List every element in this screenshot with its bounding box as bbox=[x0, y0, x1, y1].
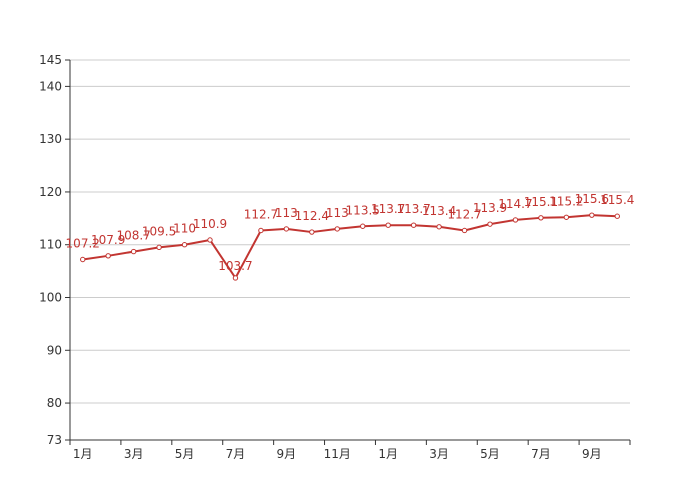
data-label: 112.7 bbox=[244, 207, 278, 221]
data-points bbox=[80, 212, 620, 281]
y-tick-label: 130 bbox=[39, 132, 62, 146]
data-label: 113.7 bbox=[371, 202, 405, 216]
data-label: 107.2 bbox=[66, 237, 100, 251]
y-tick-label: 145 bbox=[39, 53, 62, 67]
data-point bbox=[563, 214, 570, 220]
data-label: 112.7 bbox=[447, 207, 481, 221]
series-line-layer bbox=[82, 214, 618, 279]
grid-lines bbox=[70, 59, 630, 404]
data-point bbox=[538, 215, 544, 221]
data-point bbox=[207, 237, 213, 243]
data-label: 115.2 bbox=[549, 194, 583, 208]
x-tick-label: 5月 bbox=[480, 447, 500, 461]
y-tick-label: 140 bbox=[39, 79, 62, 93]
data-label: 113.7 bbox=[396, 202, 430, 216]
data-point bbox=[487, 221, 493, 227]
axes: 73 80 90 100 110 120 130 140 145 1月 3月 5月 7月 9月 11月 1月 3… bbox=[39, 53, 631, 461]
data-label: 110.9 bbox=[193, 217, 227, 231]
data-point bbox=[283, 226, 290, 232]
data-label: 113 bbox=[275, 206, 298, 220]
data-point bbox=[258, 227, 264, 234]
data-point bbox=[105, 253, 111, 259]
data-label: 110 bbox=[173, 222, 196, 236]
data-point bbox=[156, 244, 162, 251]
data-label: 115.6 bbox=[575, 192, 609, 206]
y-tick-label: 73 bbox=[47, 433, 62, 447]
data-label: 109.5 bbox=[142, 224, 176, 238]
y-tick-label: 120 bbox=[39, 185, 62, 199]
y-tick-label: 100 bbox=[39, 291, 62, 305]
series-line bbox=[82, 214, 618, 279]
x-tick-label: 5月 bbox=[175, 447, 195, 461]
data-point bbox=[589, 212, 595, 218]
x-tick-label: 3月 bbox=[429, 447, 449, 461]
x-tick-label: 11月 bbox=[324, 447, 351, 461]
y-tick-label: 110 bbox=[39, 238, 62, 252]
data-label: 113.9 bbox=[473, 201, 507, 215]
data-label: 108.7 bbox=[116, 229, 150, 243]
x-tick-label: 1月 bbox=[378, 447, 398, 461]
data-point bbox=[334, 226, 340, 232]
data-point bbox=[130, 248, 137, 255]
data-point bbox=[360, 223, 366, 229]
data-point bbox=[181, 242, 188, 248]
data-point bbox=[385, 222, 391, 228]
data-point bbox=[614, 213, 620, 219]
data-point bbox=[461, 227, 468, 234]
data-label: 103.7 bbox=[218, 259, 252, 273]
data-label: 113.4 bbox=[422, 204, 456, 218]
y-tick-label: 90 bbox=[47, 343, 62, 357]
data-labels: 107.2107.9108.7109.5110110.9103.7112.711… bbox=[66, 192, 635, 273]
data-label: 114.7 bbox=[498, 197, 532, 211]
x-tick-label: 9月 bbox=[277, 447, 297, 461]
x-tick-label: 7月 bbox=[226, 447, 246, 461]
x-tick-label: 9月 bbox=[582, 447, 602, 461]
data-point bbox=[410, 222, 417, 228]
data-label: 115.4 bbox=[600, 193, 634, 207]
data-label: 107.9 bbox=[91, 233, 125, 247]
data-label: 112.4 bbox=[295, 209, 329, 223]
x-tick-label: 3月 bbox=[124, 447, 144, 461]
data-point bbox=[512, 217, 519, 223]
data-point bbox=[436, 224, 442, 230]
data-point bbox=[80, 256, 86, 263]
data-label: 113.5 bbox=[346, 203, 380, 217]
data-label: 115.1 bbox=[524, 195, 558, 209]
data-label: 113 bbox=[326, 206, 349, 220]
y-tick-label: 80 bbox=[47, 396, 62, 410]
data-point bbox=[232, 275, 239, 281]
x-tick-label: 7月 bbox=[531, 447, 551, 461]
x-tick-label: 1月 bbox=[73, 447, 93, 461]
data-point bbox=[309, 229, 315, 235]
